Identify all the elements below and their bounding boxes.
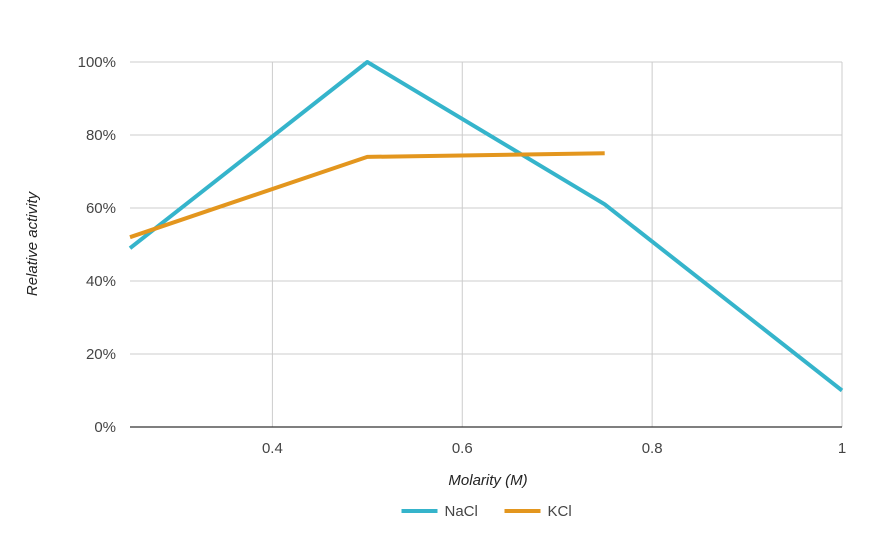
y-tick-label: 0%	[94, 419, 116, 436]
legend-item-nacl[interactable]: NaCl	[401, 503, 478, 520]
x-tick-label: 1	[838, 440, 846, 457]
series-line-nacl	[128, 60, 844, 393]
x-tick-label: 0.6	[452, 440, 473, 457]
grid	[130, 61, 843, 427]
x-axis-title: Molarity (M)	[448, 472, 527, 489]
y-tick-label: 40%	[86, 273, 116, 290]
y-tick-label: 80%	[86, 127, 116, 144]
series-lines	[128, 60, 844, 393]
legend-label: NaCl	[445, 503, 478, 520]
x-tick-label: 0.8	[642, 440, 663, 457]
y-tick-label: 60%	[86, 200, 116, 217]
legend-label: KCl	[548, 503, 572, 520]
series-line-kcl	[129, 151, 605, 240]
legend: NaCl KCl	[401, 503, 572, 520]
y-tick-label: 100%	[78, 54, 116, 71]
y-tick-label: 20%	[86, 346, 116, 363]
legend-item-kcl[interactable]: KCl	[504, 503, 572, 520]
x-tick-label: 0.4	[262, 440, 283, 457]
y-axis-ticks: 0% 20% 40% 60% 80% 100%	[78, 54, 116, 436]
x-axis-ticks: 0.4 0.6 0.8 1	[262, 440, 846, 457]
y-axis-title: Relative activity	[24, 190, 41, 296]
